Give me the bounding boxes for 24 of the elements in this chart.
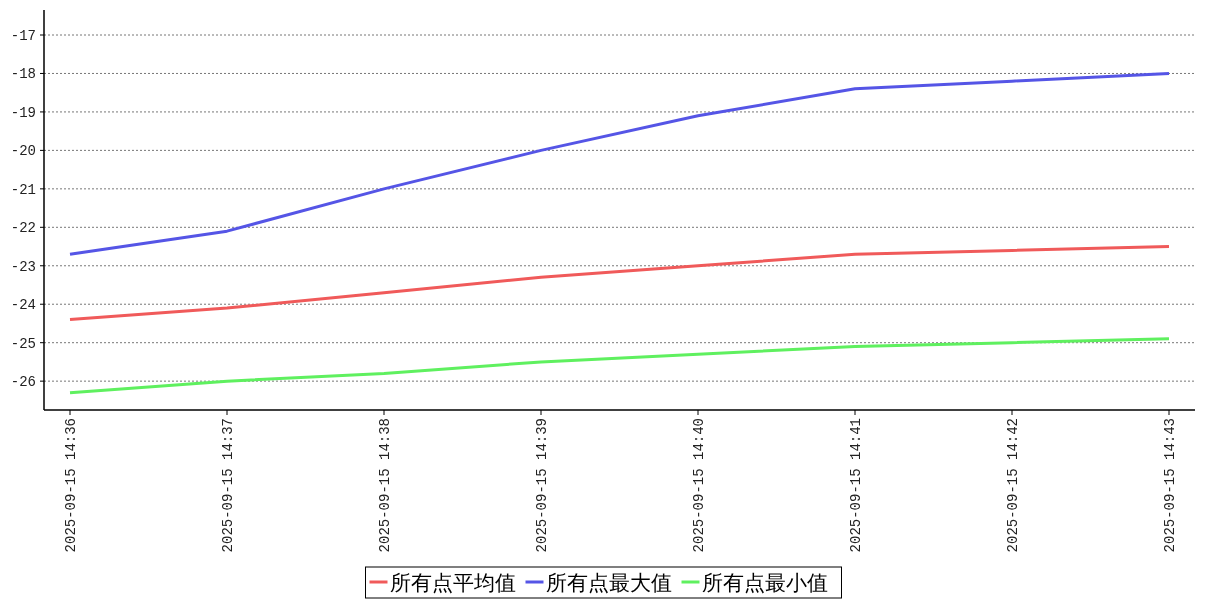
line-series <box>68 71 1171 256</box>
y-tick-label: -21 <box>10 181 36 198</box>
legend-label: 所有点最大值 <box>545 571 672 595</box>
line-series <box>68 245 1171 322</box>
line-series <box>68 337 1171 395</box>
y-tick-label: -22 <box>10 220 36 237</box>
x-tick-label: 2025-09-15 14:37 <box>220 418 236 553</box>
y-tick-label: -24 <box>10 297 36 314</box>
y-tick-label: -17 <box>10 28 36 44</box>
x-tick-label: 2025-09-15 14:39 <box>534 418 550 553</box>
x-tick-label: 2025-09-15 14:40 <box>691 418 707 553</box>
y-tick-label: -26 <box>10 374 36 391</box>
y-tick-label: -18 <box>10 66 36 83</box>
y-tick-label: -19 <box>10 104 36 121</box>
legend-label: 所有点最小值 <box>701 571 828 595</box>
x-tick-label: 2025-09-15 14:43 <box>1162 418 1178 553</box>
y-tick-label: -20 <box>10 143 36 160</box>
y-tick-label: -23 <box>10 258 36 275</box>
x-tick-label: 2025-09-15 14:38 <box>377 418 393 553</box>
x-tick-label: 2025-09-15 14:42 <box>1005 418 1021 553</box>
x-tick-label: 2025-09-15 14:36 <box>63 418 79 553</box>
legend-label: 所有点平均值 <box>389 571 516 595</box>
x-tick-label: 2025-09-15 14:41 <box>848 418 864 553</box>
y-tick-label: -25 <box>10 335 36 352</box>
